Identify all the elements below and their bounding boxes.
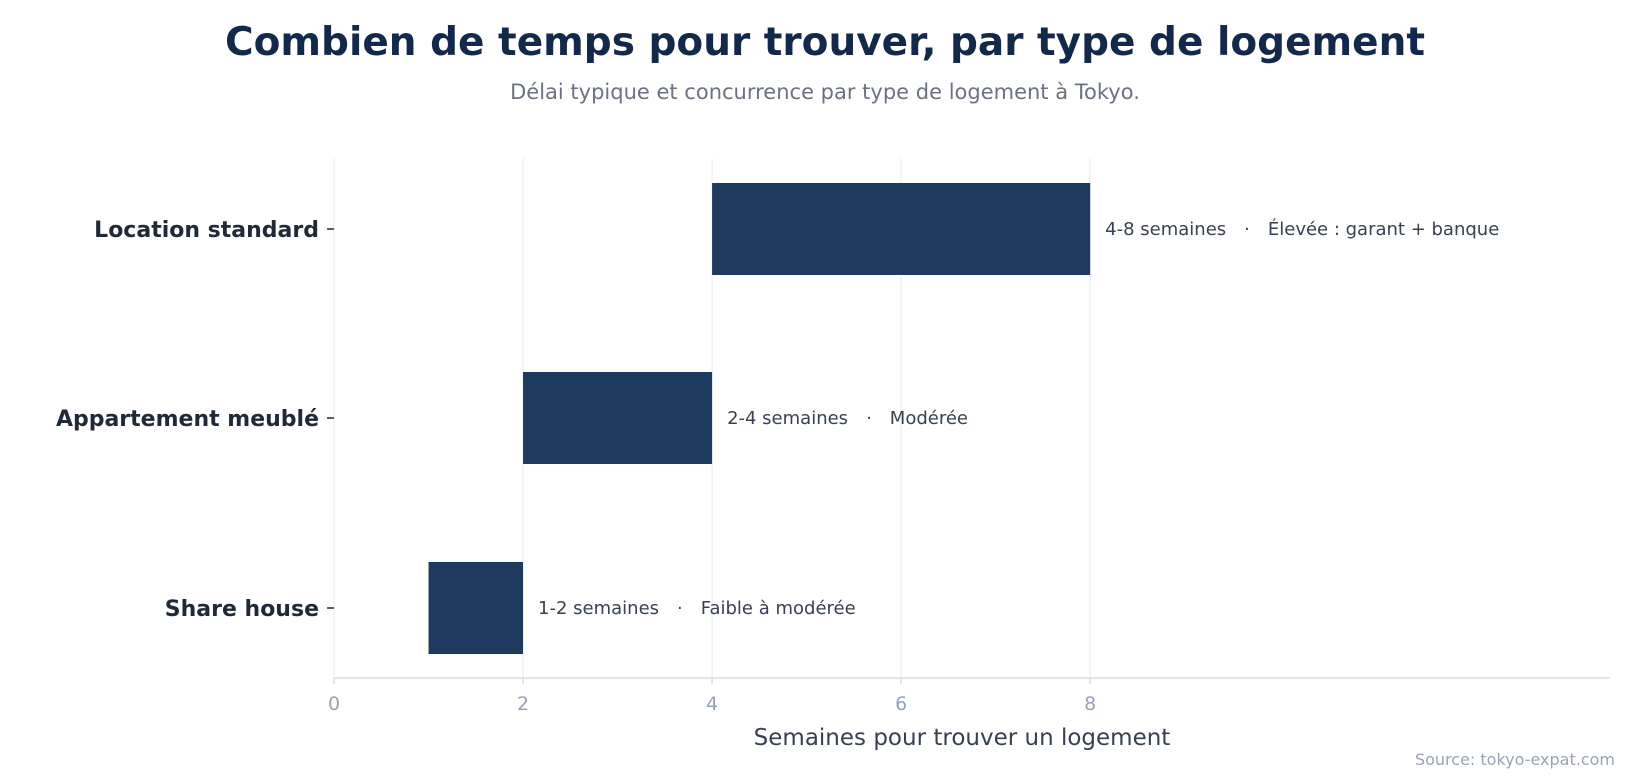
bar: [712, 183, 1091, 275]
duration-label: 2-4 semaines: [727, 408, 848, 429]
x-tick-label: 2: [517, 693, 529, 715]
duration-label: 4-8 semaines: [1105, 219, 1226, 240]
competition-label: Faible à modérée: [701, 598, 856, 619]
bars: [428, 183, 1091, 654]
bar-annotation: 1-2 semaines · Faible à modérée: [538, 598, 856, 619]
x-tick-label: 4: [706, 693, 718, 715]
bar: [523, 372, 713, 464]
x-tick-label: 8: [1084, 693, 1096, 715]
x-axis-title: Semaines pour trouver un logement: [754, 725, 1171, 751]
bar-annotation: 4-8 semaines · Élevée : garant + banque: [1105, 218, 1499, 240]
x-tick-label: 0: [328, 693, 340, 715]
chart-subtitle: Délai typique et concurrence par type de…: [510, 80, 1140, 104]
category-label: Location standard: [94, 218, 319, 243]
x-tick-label: 6: [895, 693, 907, 715]
label-separator: ·: [677, 598, 683, 619]
competition-label: Modérée: [890, 408, 968, 429]
bar: [428, 562, 524, 654]
source-note: Source: tokyo-expat.com: [1414, 750, 1615, 769]
category-label: Appartement meublé: [56, 407, 319, 432]
axes: 0 2 4 6 8 Location standard Appartement meublé…: [56, 218, 1610, 715]
label-separator: ·: [1244, 219, 1250, 240]
duration-label: 1-2 semaines: [538, 598, 659, 619]
bar-labels: 4-8 semaines · Élevée : garant + banque 2-4…: [538, 218, 1499, 619]
label-separator: ·: [866, 408, 872, 429]
competition-label: Élevée : garant + banque: [1268, 218, 1499, 240]
bar-annotation: 2-4 semaines · Modérée: [727, 408, 968, 429]
category-label: Share house: [165, 597, 319, 622]
chart-title: Combien de temps pour trouver, par type …: [224, 20, 1426, 65]
